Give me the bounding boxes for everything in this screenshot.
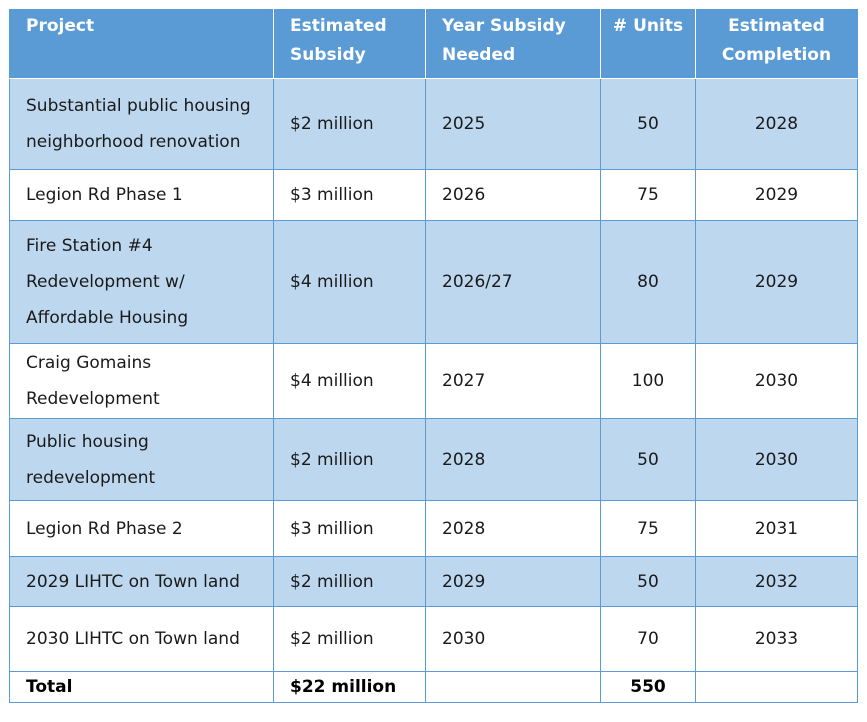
cell-completion: 2030 (695, 343, 858, 419)
cell-completion: 2032 (695, 556, 858, 607)
cell-completion: 2029 (695, 169, 858, 221)
cell-subsidy: $2 million (273, 556, 426, 607)
cell-project: Legion Rd Phase 1 (9, 169, 274, 221)
cell-year: 2027 (425, 343, 601, 419)
cell-subsidy: $4 million (273, 220, 426, 344)
table-row: Craig Gomains Redevelopment $4 million 2… (9, 343, 858, 419)
cell-units: 75 (600, 500, 696, 557)
cell-completion: 2028 (695, 78, 858, 170)
cell-subsidy: $4 million (273, 343, 426, 419)
table-row: 2029 LIHTC on Town land $2 million 2029 … (9, 556, 858, 607)
total-label: Total (9, 671, 274, 703)
cell-subsidy: $2 million (273, 418, 426, 501)
table-row: Public housing redevelopment $2 million … (9, 418, 858, 501)
cell-completion: 2031 (695, 500, 858, 557)
cell-project: 2030 LIHTC on Town land (9, 606, 274, 672)
table-row: Legion Rd Phase 1 $3 million 2026 75 202… (9, 169, 858, 221)
cell-year: 2028 (425, 418, 601, 501)
header-estimated-completion: Estimated Completion (695, 9, 858, 79)
cell-units: 50 (600, 418, 696, 501)
cell-project: Public housing redevelopment (9, 418, 274, 501)
cell-units: 80 (600, 220, 696, 344)
housing-projects-table: Project Estimated Subsidy Year Subsidy N… (9, 9, 858, 703)
cell-year: 2026 (425, 169, 601, 221)
cell-units: 75 (600, 169, 696, 221)
cell-subsidy: $2 million (273, 78, 426, 170)
header-estimated-subsidy: Estimated Subsidy (273, 9, 426, 79)
table-row: Substantial public housing neighborhood … (9, 78, 858, 170)
cell-subsidy: $3 million (273, 500, 426, 557)
housing-projects-table-container: Project Estimated Subsidy Year Subsidy N… (9, 9, 858, 703)
header-year-subsidy-needed: Year Subsidy Needed (425, 9, 601, 79)
cell-completion: 2033 (695, 606, 858, 672)
cell-completion: 2030 (695, 418, 858, 501)
cell-year: 2029 (425, 556, 601, 607)
header-units: # Units (600, 9, 696, 79)
cell-subsidy: $3 million (273, 169, 426, 221)
total-units: 550 (600, 671, 696, 703)
cell-completion: 2029 (695, 220, 858, 344)
table-row: Legion Rd Phase 2 $3 million 2028 75 203… (9, 500, 858, 557)
cell-project: Fire Station #4 Redevelopment w/ Afforda… (9, 220, 274, 344)
total-subsidy: $22 million (273, 671, 426, 703)
cell-year: 2030 (425, 606, 601, 672)
total-row: Total $22 million 550 (9, 671, 858, 703)
header-project: Project (9, 9, 274, 79)
cell-project: Legion Rd Phase 2 (9, 500, 274, 557)
total-year (425, 671, 601, 703)
cell-year: 2025 (425, 78, 601, 170)
cell-project: Substantial public housing neighborhood … (9, 78, 274, 170)
cell-units: 70 (600, 606, 696, 672)
table-row: 2030 LIHTC on Town land $2 million 2030 … (9, 606, 858, 672)
cell-year: 2026/27 (425, 220, 601, 344)
cell-units: 50 (600, 78, 696, 170)
cell-subsidy: $2 million (273, 606, 426, 672)
cell-year: 2028 (425, 500, 601, 557)
cell-project: 2029 LIHTC on Town land (9, 556, 274, 607)
cell-units: 50 (600, 556, 696, 607)
cell-units: 100 (600, 343, 696, 419)
total-completion (695, 671, 858, 703)
header-row: Project Estimated Subsidy Year Subsidy N… (9, 9, 858, 79)
cell-project: Craig Gomains Redevelopment (9, 343, 274, 419)
table-row: Fire Station #4 Redevelopment w/ Afforda… (9, 220, 858, 344)
